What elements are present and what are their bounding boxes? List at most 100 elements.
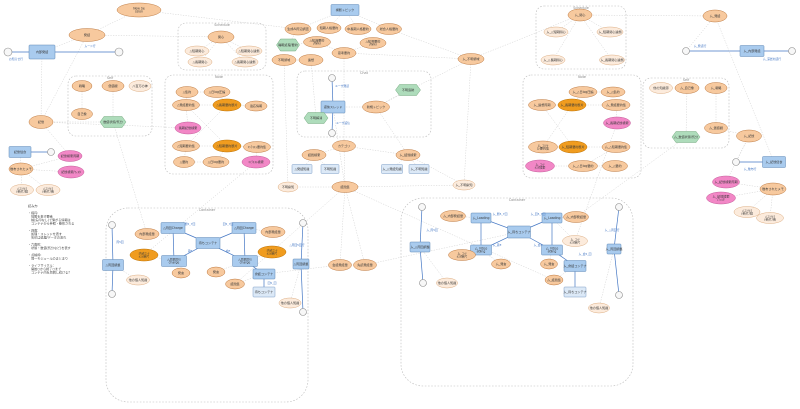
diagram-node[interactable] (706, 191, 736, 205)
lifecycle-node[interactable] (328, 129, 336, 137)
diagram-group-schedule[interactable] (535, 5, 627, 70)
diagram-node[interactable] (232, 255, 258, 267)
diagram-node[interactable] (759, 182, 787, 196)
diagram-node[interactable] (71, 80, 93, 92)
diagram-edge[interactable] (344, 186, 555, 281)
lifecycle-node[interactable] (615, 203, 623, 211)
diagram-edge[interactable] (579, 14, 716, 17)
diagram-node[interactable] (525, 159, 555, 173)
diagram-node[interactable] (28, 115, 54, 129)
diagram-node[interactable] (172, 99, 200, 111)
lifecycle-node[interactable] (108, 290, 116, 298)
diagram-node[interactable] (116, 2, 162, 18)
diagram-node[interactable] (203, 86, 231, 98)
diagram-edge[interactable] (299, 222, 304, 265)
diagram-node[interactable] (172, 140, 200, 152)
diagram-node[interactable] (35, 184, 61, 196)
diagram-node[interactable] (316, 22, 342, 34)
diagram-node[interactable] (202, 156, 230, 168)
lifecycle-node[interactable] (47, 148, 55, 156)
diagram-node[interactable] (359, 37, 387, 49)
diagram-node[interactable] (99, 116, 127, 128)
diagram-edge[interactable] (40, 34, 88, 123)
lifecycle-node[interactable] (732, 158, 740, 166)
diagram-node[interactable] (436, 277, 458, 289)
diagram-node[interactable] (599, 54, 625, 66)
diagram-node[interactable] (260, 226, 286, 238)
lifecycle-node[interactable] (114, 47, 124, 57)
diagram-node[interactable] (756, 212, 784, 224)
diagram-node[interactable] (541, 212, 563, 224)
diagram-edge[interactable] (685, 87, 688, 138)
diagram-node[interactable] (440, 210, 466, 222)
diagram-node[interactable] (544, 274, 564, 286)
diagram-group-container[interactable] (105, 207, 309, 403)
diagram-edge[interactable] (419, 246, 425, 284)
diagram-edge[interactable] (185, 104, 228, 147)
diagram-node[interactable] (712, 175, 740, 189)
diagram-node[interactable] (331, 181, 359, 193)
lifecycle-node[interactable] (419, 279, 427, 287)
diagram-node[interactable] (704, 122, 728, 134)
diagram-node[interactable] (276, 38, 300, 52)
diagram-edge[interactable] (146, 227, 174, 235)
lifecycle-node[interactable] (299, 219, 307, 227)
diagram-node[interactable] (588, 302, 610, 314)
diagram-edge[interactable] (364, 231, 520, 266)
diagram-edge[interactable] (541, 104, 574, 148)
diagram-node[interactable] (557, 98, 587, 112)
diagram-edge[interactable] (418, 206, 423, 248)
diagram-node[interactable] (600, 86, 626, 98)
diagram-edge[interactable] (407, 154, 465, 186)
diagram-node[interactable] (101, 80, 125, 92)
diagram-edge[interactable] (419, 246, 448, 284)
diagram-node[interactable] (134, 228, 160, 240)
diagram-edge[interactable] (575, 136, 687, 218)
diagram-node[interactable] (303, 36, 331, 48)
diagram-edge[interactable] (463, 58, 472, 186)
diagram-node[interactable] (257, 245, 287, 259)
diagram-node[interactable] (225, 278, 245, 290)
diagram-node[interactable] (292, 258, 310, 270)
diagram-node[interactable] (540, 258, 558, 270)
diagram-node[interactable] (277, 181, 299, 193)
diagram-node[interactable] (235, 45, 263, 57)
lifecycle-node[interactable] (108, 221, 116, 229)
diagram-node[interactable] (470, 212, 492, 224)
diagram-node[interactable] (57, 165, 85, 179)
diagram-edge[interactable] (344, 184, 465, 188)
diagram-edge[interactable] (375, 58, 472, 108)
diagram-node[interactable] (395, 149, 421, 161)
lifecycle-node[interactable] (682, 47, 690, 55)
diagram-edge[interactable] (196, 36, 222, 52)
diagram-node[interactable] (128, 80, 152, 92)
diagram-node[interactable] (562, 235, 588, 247)
diagram-node[interactable] (291, 164, 313, 174)
diagram-node[interactable] (381, 164, 403, 174)
diagram-edge[interactable] (452, 215, 482, 219)
diagram-node[interactable] (567, 8, 593, 22)
diagram-node[interactable] (702, 9, 728, 23)
diagram-edge[interactable] (579, 14, 613, 61)
diagram-group-container[interactable] (400, 197, 634, 387)
diagram-group-chat[interactable] (296, 70, 432, 138)
diagram-node[interactable] (563, 260, 587, 272)
diagram-edge[interactable] (283, 59, 289, 188)
diagram-node[interactable] (212, 98, 242, 112)
diagram-node[interactable] (252, 268, 276, 280)
diagram-edge[interactable] (613, 248, 621, 296)
diagram-node[interactable] (601, 99, 631, 111)
diagram-node[interactable] (298, 54, 324, 66)
diagram-edge[interactable] (542, 104, 573, 148)
diagram-edge[interactable] (112, 121, 148, 235)
diagram-node[interactable] (129, 248, 159, 262)
diagram-edge[interactable] (332, 106, 346, 188)
diagram-node[interactable] (558, 140, 588, 154)
diagram-edge[interactable] (343, 145, 346, 188)
diagram-edge[interactable] (40, 121, 71, 157)
diagram-node[interactable] (241, 155, 271, 169)
diagram-node[interactable] (244, 100, 268, 112)
diagram-group-note[interactable] (164, 74, 274, 175)
diagram-node[interactable] (8, 162, 34, 176)
diagram-node[interactable] (507, 225, 531, 239)
